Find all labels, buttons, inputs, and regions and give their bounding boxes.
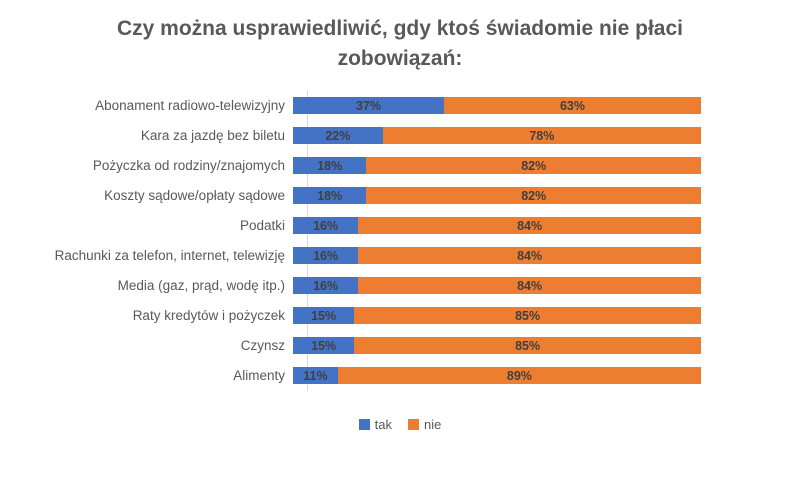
bar-track: 18% 82% <box>293 157 701 175</box>
table-row: Rachunki za telefon, internet, telewizję… <box>14 241 800 271</box>
data-label: 16% <box>313 248 339 263</box>
data-label: 22% <box>325 128 351 143</box>
data-label: 82% <box>521 158 547 173</box>
table-row: Kara za jazdę bez biletu 22% 78% <box>14 121 800 151</box>
table-row: Podatki 16% 84% <box>14 211 800 241</box>
bar-track: 11% 89% <box>293 367 701 385</box>
data-label: 16% <box>313 218 339 233</box>
category-label: Alimenty <box>233 368 285 384</box>
table-row: Pożyczka od rodziny/znajomych 18% 82% <box>14 151 800 181</box>
category-label: Raty kredytów i pożyczek <box>132 308 285 324</box>
bar-segment-tak: 22% <box>293 127 383 145</box>
bar-segment-tak: 11% <box>293 367 338 385</box>
bar-segment-nie: 82% <box>366 157 701 175</box>
bar-track: 37% 63% <box>293 97 701 115</box>
legend-label: nie <box>423 416 442 432</box>
bar-track: 22% 78% <box>293 127 701 145</box>
category-label: Media (gaz, prąd, wodę itp.) <box>117 278 285 294</box>
legend-item-nie: nie <box>407 416 442 432</box>
bar-track: 16% 84% <box>293 247 701 265</box>
bar-segment-tak: 16% <box>293 277 359 295</box>
bar-segment-nie: 89% <box>337 367 701 385</box>
category-axis-line <box>307 90 308 391</box>
bar-segment-nie: 78% <box>382 127 701 145</box>
table-row: Alimenty 11% 89% <box>14 361 800 391</box>
bar-segment-tak: 15% <box>293 307 355 325</box>
data-label: 85% <box>515 308 541 323</box>
chart-legend: tak nie <box>0 417 800 432</box>
data-label: 82% <box>521 188 547 203</box>
bar-segment-nie: 85% <box>354 307 701 325</box>
data-label: 84% <box>517 218 543 233</box>
category-label: Pożyczka od rodziny/znajomych <box>92 158 285 174</box>
table-row: Abonament radiowo-telewizyjny 37% 63% <box>14 91 800 121</box>
table-row: Koszty sądowe/opłaty sądowe 18% 82% <box>14 181 800 211</box>
bar-rows: Abonament radiowo-telewizyjny 37% 63% Kara … <box>14 91 800 391</box>
bar-segment-tak: 18% <box>293 157 367 175</box>
category-label: Podatki <box>239 218 285 234</box>
legend-item-tak: tak <box>358 416 392 432</box>
category-label: Kara za jazdę bez biletu <box>140 128 285 144</box>
table-row: Raty kredytów i pożyczek 15% 85% <box>14 301 800 331</box>
bar-segment-nie: 84% <box>358 217 701 235</box>
table-row: Media (gaz, prąd, wodę itp.) 16% 84% <box>14 271 800 301</box>
category-label: Czynsz <box>240 338 285 354</box>
data-label: 16% <box>313 278 339 293</box>
data-label: 18% <box>317 188 343 203</box>
data-label: 37% <box>355 98 381 113</box>
data-label: 85% <box>515 338 541 353</box>
data-label: 84% <box>517 278 543 293</box>
bar-track: 16% 84% <box>293 217 701 235</box>
category-label: Koszty sądowe/opłaty sądowe <box>104 188 285 204</box>
bar-segment-nie: 84% <box>358 277 701 295</box>
category-label: Rachunki za telefon, internet, telewizję <box>54 248 285 264</box>
bar-segment-tak: 18% <box>293 187 367 205</box>
bar-track: 15% 85% <box>293 307 701 325</box>
data-label: 18% <box>317 158 343 173</box>
chart-title: Czy można usprawiedliwić, gdy ktoś świad… <box>117 17 683 71</box>
bar-segment-nie: 85% <box>354 337 701 355</box>
table-row: Czynsz 15% 85% <box>14 331 800 361</box>
bar-track: 16% 84% <box>293 277 701 295</box>
legend-label: tak <box>374 416 392 432</box>
stacked-bar-chart: Czy można usprawiedliwić, gdy ktoś świad… <box>0 14 800 477</box>
bar-segment-nie: 84% <box>358 247 701 265</box>
category-label: Abonament radiowo-telewizyjny <box>95 98 285 114</box>
bar-track: 18% 82% <box>293 187 701 205</box>
data-label: 15% <box>311 308 337 323</box>
data-label: 63% <box>559 98 585 113</box>
plot-area: Abonament radiowo-telewizyjny 37% 63% Kara … <box>14 90 800 391</box>
bar-track: 15% 85% <box>293 337 701 355</box>
data-label: 78% <box>529 128 555 143</box>
data-label: 84% <box>517 248 543 263</box>
bar-segment-tak: 16% <box>293 217 359 235</box>
data-label: 11% <box>303 368 328 383</box>
bar-segment-nie: 63% <box>443 97 701 115</box>
legend-swatch-icon <box>407 418 419 430</box>
legend-swatch-icon <box>358 418 370 430</box>
data-label: 89% <box>506 368 532 383</box>
bar-segment-tak: 37% <box>293 97 444 115</box>
data-label: 15% <box>311 338 337 353</box>
bar-segment-nie: 82% <box>366 187 701 205</box>
bar-segment-tak: 16% <box>293 247 359 265</box>
bar-segment-tak: 15% <box>293 337 355 355</box>
